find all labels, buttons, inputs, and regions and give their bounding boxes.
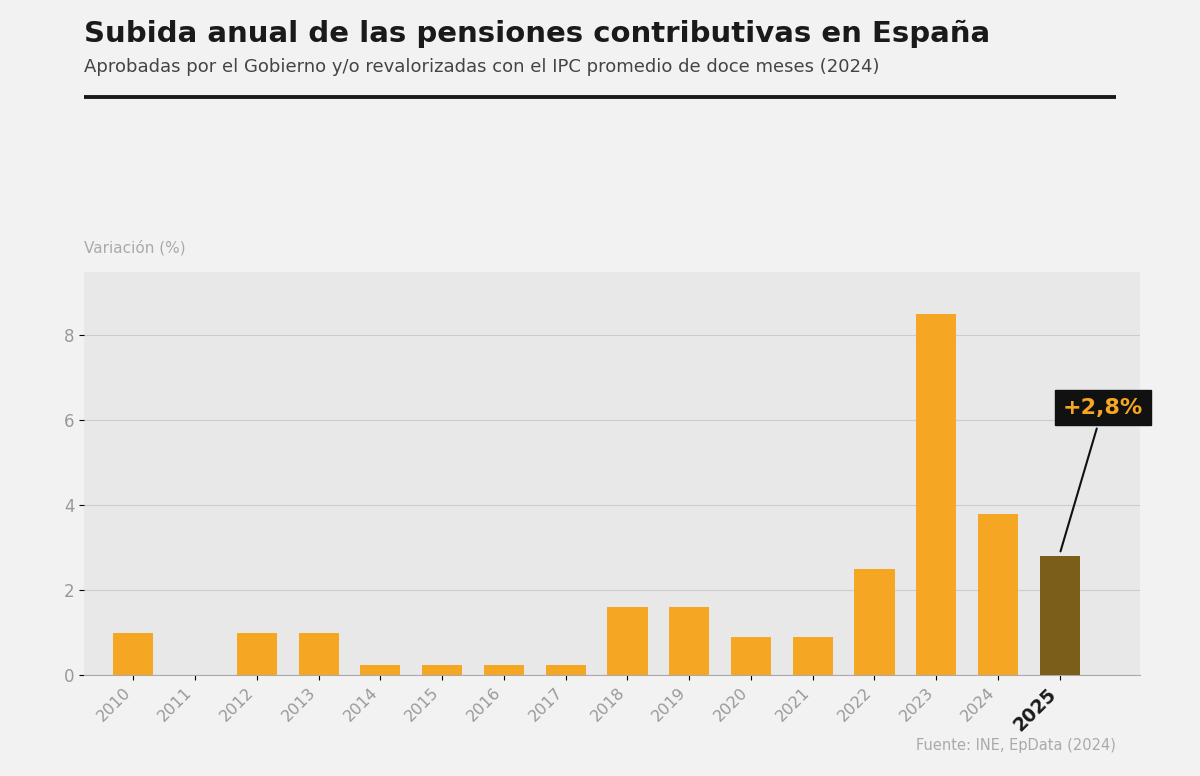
Bar [916,314,956,675]
Text: Variación (%): Variación (%) [84,240,186,255]
Bar [113,632,154,675]
Bar [1039,556,1080,675]
Bar [731,637,772,675]
Bar [422,664,462,675]
Bar [978,514,1018,675]
Bar [546,664,586,675]
Bar [854,569,894,675]
Text: Aprobadas por el Gobierno y/o revalorizadas con el IPC promedio de doce meses (2: Aprobadas por el Gobierno y/o revaloriza… [84,58,880,76]
Bar [607,607,648,675]
Text: Subida anual de las pensiones contributivas en España: Subida anual de las pensiones contributi… [84,19,990,47]
Bar [670,607,709,675]
Bar [793,637,833,675]
Text: +2,8%: +2,8% [1061,397,1144,552]
Bar [236,632,277,675]
Bar [360,664,401,675]
Bar [299,632,338,675]
Bar [484,664,524,675]
Text: Fuente: INE, EpData (2024): Fuente: INE, EpData (2024) [916,738,1116,753]
